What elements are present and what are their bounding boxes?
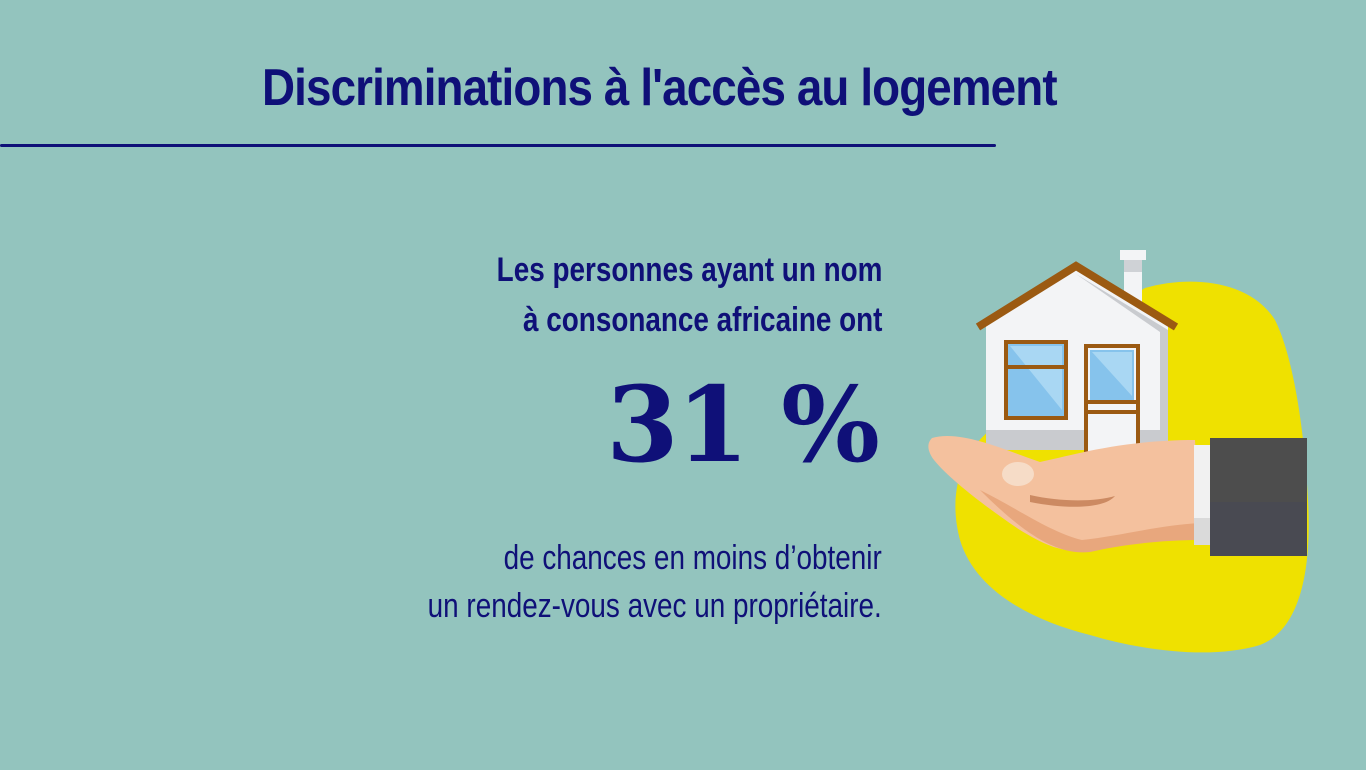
roof-icon — [975, 261, 1179, 331]
trail-line-2: un rendez-vous avec un propriétaire. — [427, 587, 882, 625]
page-title: Discriminations à l'accès au logement — [262, 59, 1058, 117]
house-in-hand-icon — [920, 240, 1320, 660]
trail-line-1: de chances en moins d’obtenir — [503, 539, 882, 577]
lead-line-1: Les personnes ayant un nom — [496, 251, 882, 289]
title-underline — [0, 144, 996, 147]
statement-trail: de chances en moins d’obtenir un rendez-… — [428, 534, 882, 630]
lead-line-2: à consonance africaine ont — [522, 301, 882, 339]
statement-lead: Les personnes ayant un nom à consonance … — [496, 245, 882, 345]
key-figure: 31 % — [606, 363, 880, 486]
